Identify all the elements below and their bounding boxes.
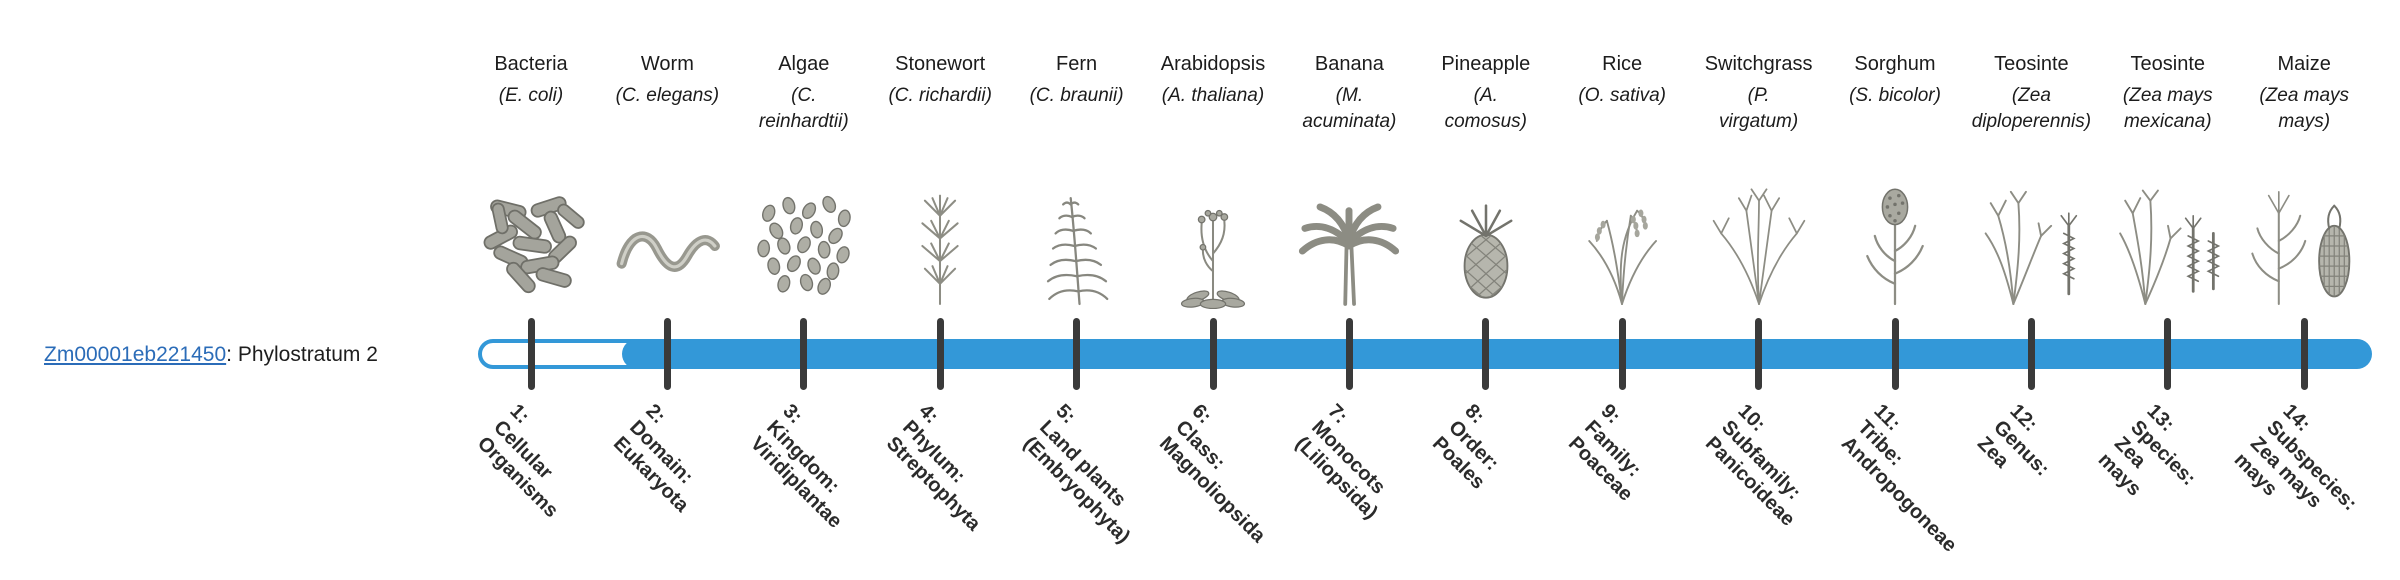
organism-scientific-name: (O. sativa) [1578, 85, 1666, 106]
organism-column: Teosinte (Zea mays mexicana) [2090, 52, 2246, 312]
pineapple-icon [1423, 180, 1549, 312]
switchgrass-icon [1696, 180, 1822, 312]
organism-name: Teosinte [2130, 53, 2206, 75]
phylostratum-tick [663, 318, 671, 390]
organism-column: Stonewort (C. richardii) [862, 52, 1018, 312]
banana-icon [1286, 180, 1412, 312]
phylostratum-label: 10: Subfamily: Panicoideae [1700, 400, 1805, 531]
arabidopsis-icon [1150, 180, 1276, 312]
organism-column: Sorghum (S. bicolor) [1817, 52, 1973, 312]
phylostratum-tick [936, 318, 944, 390]
phylostratum-label: 13: Species: Zea mays [2093, 400, 2200, 501]
phylostratum-label: 9: Family: Poaceae [1564, 400, 1646, 506]
phylostratum-tick [1618, 318, 1626, 390]
phylostratum-tick [1209, 318, 1217, 390]
organism-name: Fern [1056, 53, 1098, 75]
organism-column: Algae (C. reinhardtii) [726, 52, 882, 312]
phylostratum-label: 7: Monocots (Liliopsida) [1291, 400, 1390, 524]
phylostratum-label: 14: Subspecies: Zea mays mays [2229, 400, 2362, 516]
organism-name: Teosinte [1994, 53, 2069, 75]
organism-scientific-name: (A. comosus) [1444, 85, 1527, 132]
gene-phylostratum-text: : Phylostratum 2 [226, 343, 378, 366]
organism-name: Banana [1314, 53, 1384, 75]
phylostratum-tick [800, 318, 808, 390]
phylostratum-label: 8: Order: Poales [1427, 400, 1503, 494]
phylostratum-tick [1345, 318, 1353, 390]
sorghum-icon [1832, 180, 1958, 312]
organism-scientific-name: (C. braunii) [1029, 85, 1124, 106]
organism-column: Rice (O. sativa) [1544, 52, 1700, 312]
maize-icon [2241, 180, 2367, 312]
organism-name: Arabidopsis [1160, 53, 1266, 75]
organism-name: Worm [640, 53, 694, 75]
phylostratum-tick [1891, 318, 1899, 390]
organism-scientific-name: (C. reinhardtii) [758, 85, 849, 132]
phylostratum-label: 11: Tribe: Andropogoneae [1836, 400, 1961, 557]
organism-name: Rice [1602, 53, 1643, 75]
bacteria-icon [468, 180, 594, 312]
organism-scientific-name: (C. elegans) [615, 85, 720, 106]
organism-scientific-name: (M. acuminata) [1302, 85, 1397, 132]
organism-column: Switchgrass (P. virgatum) [1681, 52, 1837, 312]
phylostratum-tick [2164, 318, 2172, 390]
organism-column: Banana (M. acuminata) [1271, 52, 1427, 312]
organism-scientific-name: (Zea mays mays) [2259, 85, 2350, 132]
organism-column: Bacteria (E. coli) [453, 52, 609, 312]
phylostratum-label: 5: Land plants (Embryophyta) [1018, 400, 1134, 548]
stonewort-icon [877, 180, 1003, 312]
organism-column: Teosinte (Zea diploperennis) [1953, 52, 2109, 312]
organism-scientific-name: (Zea diploperennis) [1971, 85, 2092, 132]
phylostratum-tick [2300, 318, 2308, 390]
gene-phylostratum-label: Zm00001eb221450: Phylostratum 2 [44, 341, 378, 369]
organism-column: Fern (C. braunii) [999, 52, 1155, 312]
organism-scientific-name: (C. richardii) [888, 85, 992, 106]
organism-scientific-name: (E. coli) [498, 85, 564, 106]
organism-name: Maize [2277, 53, 2331, 75]
timeline-bar [622, 339, 2372, 369]
organism-name: Pineapple [1441, 53, 1531, 75]
phylostratum-tick [527, 318, 535, 390]
phylostratum-tick [1073, 318, 1081, 390]
phylostratum-tick [1755, 318, 1763, 390]
organism-column: Maize (Zea mays mays) [2226, 52, 2382, 312]
worm-icon [604, 180, 730, 312]
organism-name: Bacteria [494, 53, 568, 75]
phylostratum-label: 1: Cellular Organisms [472, 400, 563, 522]
organism-scientific-name: (P. virgatum) [1719, 85, 1799, 132]
organism-column: Arabidopsis (A. thaliana) [1135, 52, 1291, 312]
phylostratum-tick [1482, 318, 1490, 390]
algae-icon [741, 180, 867, 312]
fern-icon [1014, 180, 1140, 312]
phylostratum-tick [2027, 318, 2035, 390]
organism-name: Stonewort [895, 53, 986, 75]
rice-icon [1559, 180, 1685, 312]
organism-column: Pineapple (A. comosus) [1408, 52, 1564, 312]
phylostratum-label: 3: Kingdom: Viridiplantae [745, 400, 846, 533]
organism-name: Sorghum [1854, 53, 1936, 75]
organism-column: Worm (C. elegans) [589, 52, 745, 312]
phylostratum-label: 6: Class: Magnoliopsida [1154, 400, 1270, 548]
teosinte-icon [1968, 180, 2094, 312]
phylostratum-label: 4: Phylum: Streptophyta [882, 400, 985, 536]
organism-scientific-name: (S. bicolor) [1849, 85, 1941, 106]
organism-scientific-name: (A. thaliana) [1161, 85, 1265, 106]
phylostratum-label: 2: Domain: Eukaryota [609, 400, 698, 517]
organism-name: Switchgrass [1704, 53, 1813, 75]
gene-id-link[interactable]: Zm00001eb221450 [44, 343, 227, 366]
organism-name: Algae [778, 53, 830, 75]
phylostratum-label: 12: Genus: Zea [1973, 400, 2054, 481]
teosinte-mexicana-icon [2105, 180, 2231, 312]
organism-scientific-name: (Zea mays mexicana) [2122, 85, 2213, 132]
